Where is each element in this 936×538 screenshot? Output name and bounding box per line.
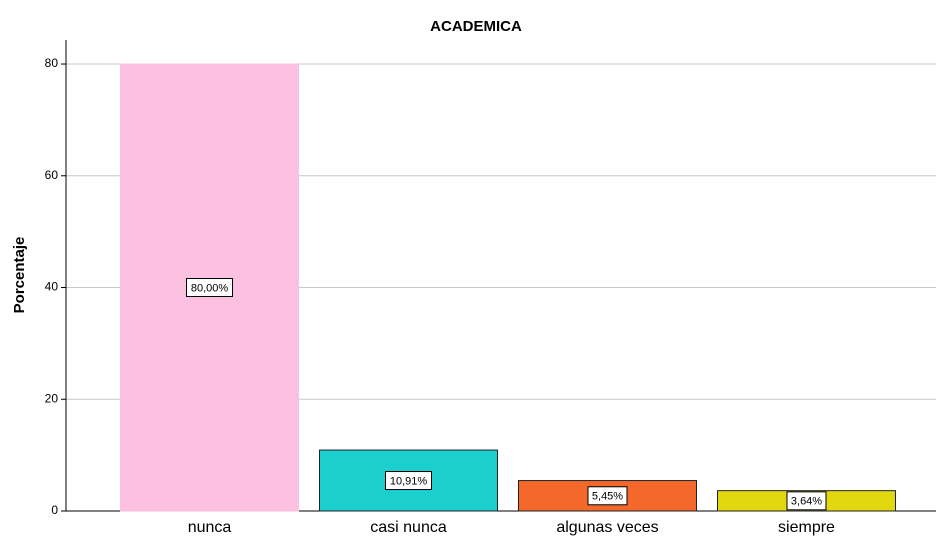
- y-tick-label: 60: [45, 168, 59, 182]
- y-tick-label: 40: [45, 280, 59, 294]
- value-label: 10,91%: [390, 475, 428, 487]
- y-axis-label: Porcentaje: [11, 237, 28, 314]
- value-label: 5,45%: [592, 491, 623, 503]
- value-label-box: [186, 278, 233, 298]
- value-label-box: [385, 471, 432, 491]
- x-tick-label: casi nunca: [370, 519, 447, 536]
- y-tick-label: 0: [51, 503, 58, 517]
- y-tick-label: 80: [45, 56, 59, 70]
- x-tick-label: siempre: [778, 519, 835, 536]
- chart-title: ACADEMICA: [430, 18, 522, 35]
- value-label-box: [587, 486, 628, 506]
- value-label: 3,64%: [791, 496, 822, 508]
- value-label-box: [786, 491, 827, 511]
- value-label: 80,00%: [191, 282, 229, 294]
- y-tick-label: 20: [45, 391, 59, 405]
- x-tick-label: algunas veces: [556, 519, 658, 536]
- x-tick-label: nunca: [188, 519, 232, 536]
